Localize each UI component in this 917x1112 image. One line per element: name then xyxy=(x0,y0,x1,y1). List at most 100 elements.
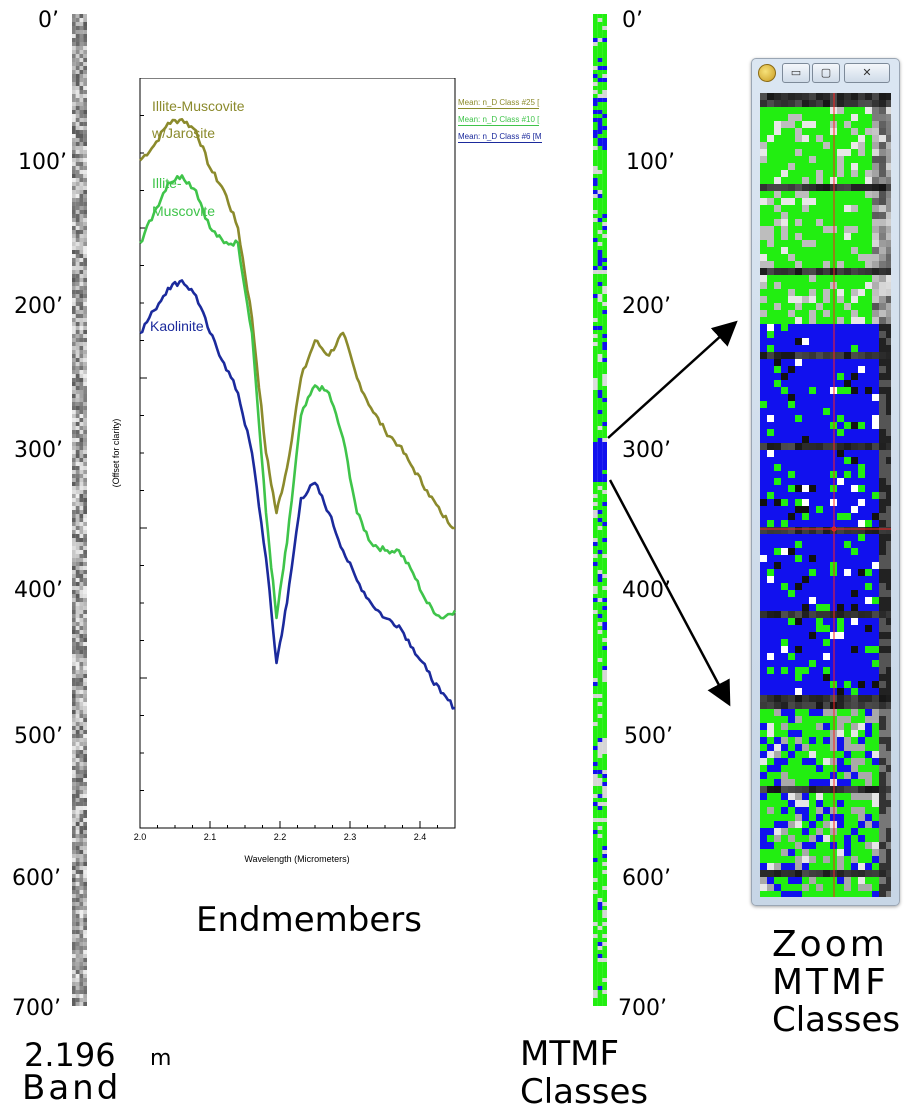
zoom-pixel xyxy=(816,254,824,262)
zoom-pixel xyxy=(879,233,887,241)
zoom-mtmf-image[interactable] xyxy=(760,93,891,897)
mtmf-pixel xyxy=(602,82,607,87)
mtmf-pixel xyxy=(597,482,603,487)
mtmf-pixel xyxy=(602,470,607,475)
zoom-window-titlebar[interactable]: ▭ ▢ ✕ xyxy=(752,59,899,89)
zoom-pixel xyxy=(851,877,859,885)
zoom-pixel xyxy=(788,646,796,654)
zoom-pixel xyxy=(844,667,852,675)
zoom-pixel xyxy=(872,100,880,108)
zoom-pixel xyxy=(844,135,852,143)
zoom-pixel xyxy=(823,681,831,689)
band-pixel xyxy=(72,630,76,635)
zoom-pixel xyxy=(865,548,873,556)
band-pixel xyxy=(75,754,80,759)
zoom-pixel xyxy=(865,471,873,479)
zoom-pixel xyxy=(802,870,810,878)
zoom-pixel xyxy=(865,821,873,829)
band-pixel xyxy=(79,106,84,111)
zoom-pixel xyxy=(844,156,852,164)
band-pixel xyxy=(79,390,84,395)
zoom-pixel xyxy=(872,520,880,528)
band-pixel xyxy=(72,526,76,531)
band-pixel xyxy=(83,134,87,139)
zoom-pixel xyxy=(781,681,789,689)
zoom-pixel xyxy=(795,660,803,668)
band-pixel xyxy=(83,170,87,175)
mtmf-pixel xyxy=(597,774,603,779)
zoom-pixel xyxy=(837,506,845,514)
zoom-pixel xyxy=(886,254,891,262)
band-pixel xyxy=(79,778,84,783)
x-tick-label: 2.2 xyxy=(274,832,287,842)
zoom-pixel xyxy=(788,135,796,143)
band-pixel xyxy=(75,958,80,963)
band-pixel xyxy=(72,682,76,687)
zoom-pixel xyxy=(767,415,775,423)
band-pixel xyxy=(75,638,80,643)
zoom-pixel xyxy=(886,723,891,731)
zoom-pixel xyxy=(823,289,831,297)
zoom-pixel xyxy=(760,394,768,402)
mtmf-pixel xyxy=(602,730,607,735)
mtmf-pixel xyxy=(597,562,603,567)
mtmf-pixel xyxy=(597,510,603,515)
zoom-pixel xyxy=(858,555,866,563)
band-pixel xyxy=(83,262,87,267)
zoom-pixel xyxy=(802,618,810,626)
zoom-pixel xyxy=(837,674,845,682)
band-pixel xyxy=(79,798,84,803)
zoom-pixel xyxy=(837,261,845,269)
zoom-pixel xyxy=(795,877,803,885)
band-pixel xyxy=(72,258,76,263)
zoom-pixel xyxy=(837,254,845,262)
mtmf-pixel xyxy=(593,50,598,55)
band-pixel xyxy=(75,66,80,71)
zoom-pixel xyxy=(872,821,880,829)
band-pixel xyxy=(83,686,87,691)
zoom-pixel xyxy=(781,877,789,885)
zoom-pixel xyxy=(865,891,873,897)
mtmf-pixel xyxy=(593,322,598,327)
zoom-pixel xyxy=(837,436,845,444)
band-pixel xyxy=(72,150,76,155)
zoom-pixel xyxy=(872,653,880,661)
minimize-button[interactable]: ▭ xyxy=(782,63,810,83)
zoom-pixel xyxy=(795,303,803,311)
band-pixel xyxy=(79,442,84,447)
zoom-pixel xyxy=(879,198,887,206)
mtmf-pixel xyxy=(602,66,607,71)
band-pixel xyxy=(79,970,84,975)
zoom-pixel xyxy=(851,681,859,689)
zoom-mtmf-caption: MTMF xyxy=(772,962,889,1003)
zoom-pixel xyxy=(767,471,775,479)
zoom-pixel xyxy=(823,485,831,493)
band-pixel xyxy=(79,706,84,711)
zoom-pixel xyxy=(823,450,831,458)
zoom-pixel xyxy=(767,625,775,633)
maximize-button[interactable]: ▢ xyxy=(812,63,840,83)
band-pixel xyxy=(75,162,80,167)
mtmf-pixel xyxy=(597,66,603,71)
band-pixel xyxy=(79,238,84,243)
mtmf-pixel xyxy=(597,926,603,931)
zoom-pixel xyxy=(823,429,831,437)
mtmf-pixel xyxy=(597,386,603,391)
mtmf-pixel xyxy=(602,238,607,243)
zoom-window[interactable]: ▭ ▢ ✕ xyxy=(751,58,900,906)
band-pixel xyxy=(75,102,80,107)
mtmf-pixel xyxy=(602,414,607,419)
band-pixel xyxy=(72,294,76,299)
band-pixel xyxy=(79,178,84,183)
mtmf-pixel xyxy=(593,750,598,755)
close-button[interactable]: ✕ xyxy=(844,63,890,83)
mtmf-pixel xyxy=(602,974,607,979)
zoom-pixel xyxy=(872,380,880,388)
zoom-pixel xyxy=(767,317,775,325)
zoom-pixel xyxy=(851,408,859,416)
zoom-pixel xyxy=(886,338,891,346)
zoom-pixel xyxy=(872,492,880,500)
band-pixel xyxy=(72,894,76,899)
mtmf-pixel xyxy=(602,338,607,343)
band-pixel xyxy=(75,942,80,947)
